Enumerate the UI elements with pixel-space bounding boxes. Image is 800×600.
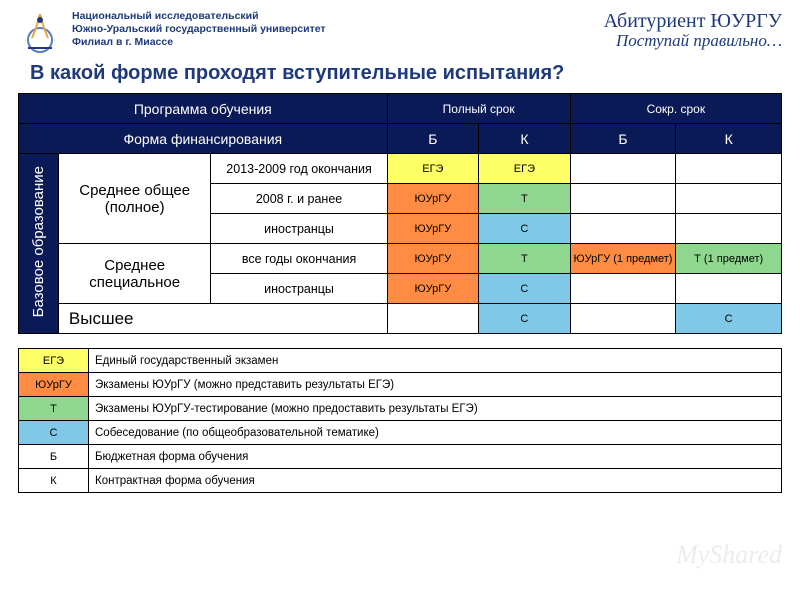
legend-row: ЕГЭЕдиный государственный экзамен	[19, 349, 782, 373]
legend-key: ЕГЭ	[19, 349, 89, 373]
row-higher: Высшее	[58, 304, 387, 334]
brand-tagline: Поступай правильно…	[604, 31, 782, 51]
brand-title: Абитуриент ЮУРГУ	[604, 10, 782, 33]
legend-text: Собеседование (по общеобразовательной те…	[89, 421, 782, 445]
legend-row: ЮУрГУЭкзамены ЮУрГУ (можно представить р…	[19, 373, 782, 397]
legend-table: ЕГЭЕдиный государственный экзаменЮУрГУЭк…	[18, 348, 782, 493]
cell-empty	[387, 304, 479, 334]
cell-t: Т	[479, 184, 571, 214]
header-program: Программа обучения	[19, 94, 388, 124]
header-full-term: Полный срок	[387, 94, 570, 124]
header-finance: Форма финансирования	[19, 124, 388, 154]
row-secondary-special: Среднее специальное	[58, 244, 211, 304]
sub-2008: 2008 г. и ранее	[211, 184, 387, 214]
header-k2: К	[676, 124, 782, 154]
brand-block: Абитуриент ЮУРГУ Поступай правильно…	[604, 10, 782, 51]
header-b2: Б	[570, 124, 676, 154]
side-base-education: Базовое образование	[19, 154, 59, 334]
inst-line2: Южно-Уральский государственный университ…	[72, 23, 326, 36]
cell-c: С	[479, 274, 571, 304]
cell-ege: ЕГЭ	[387, 154, 479, 184]
sub-2013-2009: 2013-2009 год окончания	[211, 154, 387, 184]
legend-key: С	[19, 421, 89, 445]
inst-line1: Национальный исследовательский	[72, 10, 326, 23]
cell-empty	[676, 214, 782, 244]
inst-line3: Филиал в г. Миассе	[72, 36, 326, 49]
institution-name: Национальный исследовательский Южно-Урал…	[72, 10, 326, 49]
cell-empty	[570, 154, 676, 184]
cell-empty	[676, 274, 782, 304]
cell-t: Т	[479, 244, 571, 274]
cell-empty	[570, 214, 676, 244]
sub-all-years: все годы окончания	[211, 244, 387, 274]
cell-yurgu-1: ЮУрГУ (1 предмет)	[570, 244, 676, 274]
cell-ege: ЕГЭ	[479, 154, 571, 184]
cell-yurgu: ЮУрГУ	[387, 184, 479, 214]
page-header: Национальный исследовательский Южно-Урал…	[18, 10, 782, 54]
cell-empty	[676, 184, 782, 214]
sub-foreign: иностранцы	[211, 274, 387, 304]
page-title: В какой форме проходят вступительные исп…	[30, 62, 782, 85]
cell-c: С	[676, 304, 782, 334]
legend-text: Экзамены ЮУрГУ (можно представить резуль…	[89, 373, 782, 397]
cell-yurgu: ЮУрГУ	[387, 274, 479, 304]
legend-row: ББюджетная форма обучения	[19, 445, 782, 469]
legend-text: Единый государственный экзамен	[89, 349, 782, 373]
legend-key: Т	[19, 397, 89, 421]
watermark: MyShared	[676, 540, 782, 570]
legend-text: Контрактная форма обучения	[89, 469, 782, 493]
sub-foreign: иностранцы	[211, 214, 387, 244]
cell-c: С	[479, 214, 571, 244]
header-b1: Б	[387, 124, 479, 154]
cell-yurgu: ЮУрГУ	[387, 214, 479, 244]
university-logo-icon	[18, 10, 62, 54]
legend-row: ТЭкзамены ЮУрГУ-тестирование (можно пред…	[19, 397, 782, 421]
cell-c: С	[479, 304, 571, 334]
cell-empty	[570, 274, 676, 304]
legend-key: ЮУрГУ	[19, 373, 89, 397]
cell-empty	[570, 304, 676, 334]
legend-key: К	[19, 469, 89, 493]
header-k1: К	[479, 124, 571, 154]
cell-empty	[676, 154, 782, 184]
legend-key: Б	[19, 445, 89, 469]
header-short-term: Сокр. срок	[570, 94, 781, 124]
legend-text: Экзамены ЮУрГУ-тестирование (можно предо…	[89, 397, 782, 421]
cell-yurgu: ЮУрГУ	[387, 244, 479, 274]
exams-table: Программа обучения Полный срок Сокр. сро…	[18, 93, 782, 334]
legend-row: ССобеседование (по общеобразовательной т…	[19, 421, 782, 445]
cell-t-1: Т (1 предмет)	[676, 244, 782, 274]
legend-text: Бюджетная форма обучения	[89, 445, 782, 469]
row-secondary-general: Среднее общее (полное)	[58, 154, 211, 244]
legend-row: ККонтрактная форма обучения	[19, 469, 782, 493]
cell-empty	[570, 184, 676, 214]
